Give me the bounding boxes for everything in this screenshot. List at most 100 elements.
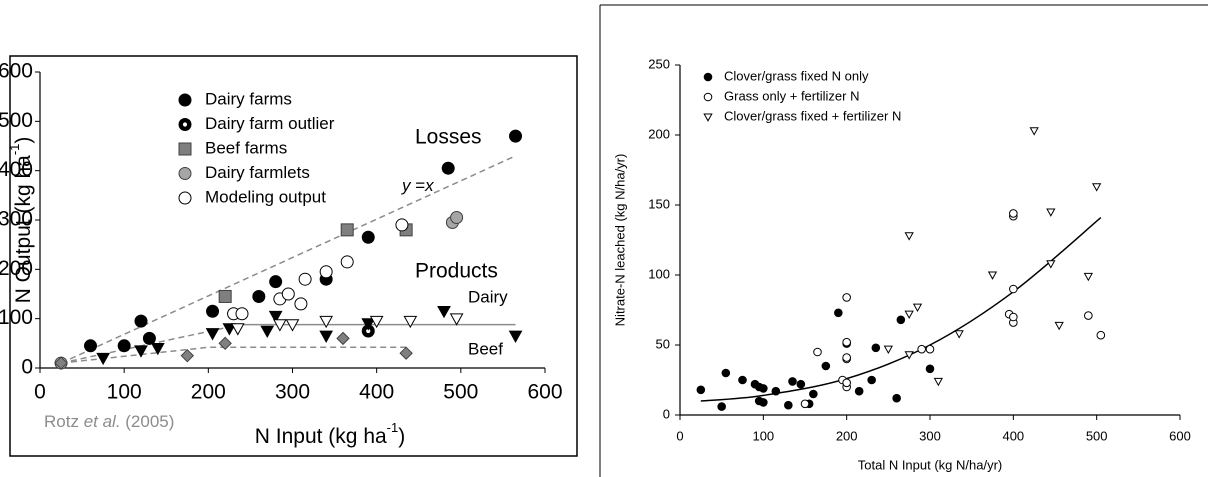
point [180,348,194,363]
point [1009,284,1018,294]
x-tick-label: 400 [359,381,394,404]
point [759,398,768,407]
x-tick-label: 0 [34,381,46,404]
annotation: y =x [401,176,434,195]
source-part: et al. [84,412,121,431]
x-axis-label: N Input (kg ha-1) [255,420,405,447]
y-tick-label: 600 [0,60,33,83]
point [235,307,249,321]
x-tick-label: 600 [527,381,562,404]
point [821,361,831,371]
point [1009,209,1018,218]
legend-marker [703,72,713,82]
y-tick-label: 150 [648,196,670,211]
point [696,385,706,395]
point [867,375,876,385]
y-tick-label: 100 [0,306,33,329]
point [784,400,793,410]
x-tick-label: 200 [836,428,858,443]
x-tick-label: 200 [191,381,226,404]
legend-marker [178,167,192,180]
point [403,315,418,329]
x-tick-label: 500 [443,381,478,404]
point [340,223,354,237]
annotation-part: x [424,176,434,195]
point [904,310,914,320]
point [285,319,300,332]
point [917,344,926,354]
fit-line [60,346,411,364]
y-tick-label: 50 [656,336,670,351]
y-tick-label: 500 [0,109,33,132]
point [809,389,818,399]
point [319,265,333,279]
left-frame [9,55,578,457]
y-tick-label: 200 [0,257,33,280]
point [842,353,851,362]
point [268,310,283,324]
point [281,287,295,301]
point [738,375,747,385]
annotation: Products [415,260,498,283]
y-tick-label: 250 [648,56,670,71]
y-axis-label-text: N Output (kg ha [12,155,35,304]
point [842,293,851,302]
x-tick-label: 300 [919,428,941,443]
point [800,399,810,409]
point [842,337,851,347]
point [954,330,964,339]
y-axis-label-sup: -1 [7,144,22,156]
point [319,330,334,343]
point [218,289,232,303]
point [369,315,384,329]
annotation-part: = [411,176,426,195]
x-tick-label: 0 [676,428,683,443]
point [294,297,308,311]
annotation: Losses [415,126,482,149]
point [717,402,726,411]
x-tick-label: 500 [1086,428,1108,443]
source-part: Rotz [44,412,84,431]
point [1054,321,1064,331]
point [854,386,864,396]
point [933,377,943,387]
point [230,323,245,336]
point [298,272,312,286]
point [96,352,110,366]
point [771,386,781,396]
legend-marker [703,113,713,122]
point [252,289,266,303]
x-axis-label-sup: -1 [387,420,399,435]
y-tick-label: 0 [663,406,670,421]
point [395,218,409,232]
point-dot [366,328,371,334]
legend-label: Beef farms [205,138,287,157]
annotation: Dairy [468,287,508,306]
point [273,319,287,332]
point [205,328,220,341]
x-tick-label: 300 [275,381,310,404]
point [206,304,220,318]
point [904,232,914,241]
point [84,339,97,353]
point [883,345,893,355]
point [834,308,843,318]
point [813,347,822,357]
legend-label: Grass only + fertilizer N [724,88,859,103]
y-axis-label: N Output (kg ha-1) [7,137,34,304]
x-tick-label: 600 [1169,428,1191,443]
point [1092,183,1102,192]
point [871,343,881,353]
legend-label: Modeling output [205,187,326,206]
legend-label: Dairy farms [205,89,292,108]
legend-label: Clover/grass fixed N only [724,68,869,83]
point [1096,330,1106,340]
legend-label: Dairy farmlets [205,163,310,182]
y-tick-label: 200 [648,126,670,141]
annotation: Beef [468,339,503,358]
point-dot [182,122,188,127]
point [319,315,334,329]
point [925,344,935,354]
point [925,364,935,374]
point [449,313,464,326]
